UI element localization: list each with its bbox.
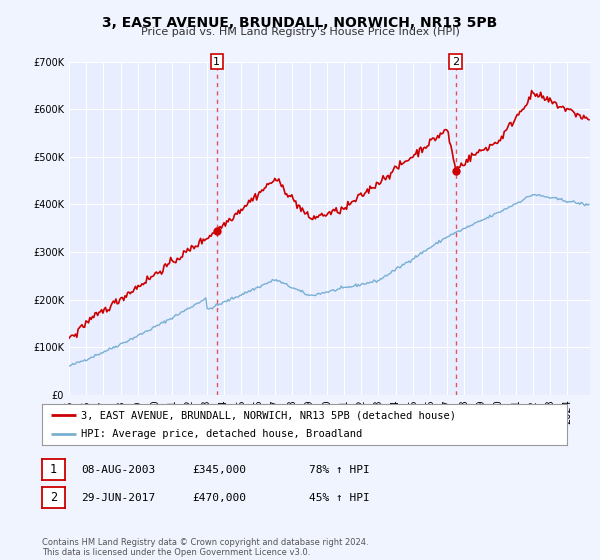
Text: 29-JUN-2017: 29-JUN-2017	[81, 493, 155, 503]
Text: 2: 2	[452, 57, 459, 67]
Text: £345,000: £345,000	[192, 465, 246, 475]
Text: 1: 1	[214, 57, 220, 67]
Text: £470,000: £470,000	[192, 493, 246, 503]
Text: 3, EAST AVENUE, BRUNDALL, NORWICH, NR13 5PB: 3, EAST AVENUE, BRUNDALL, NORWICH, NR13 …	[103, 16, 497, 30]
Text: Price paid vs. HM Land Registry's House Price Index (HPI): Price paid vs. HM Land Registry's House …	[140, 27, 460, 38]
Text: 3, EAST AVENUE, BRUNDALL, NORWICH, NR13 5PB (detached house): 3, EAST AVENUE, BRUNDALL, NORWICH, NR13 …	[82, 410, 457, 421]
Text: 78% ↑ HPI: 78% ↑ HPI	[309, 465, 370, 475]
Text: 45% ↑ HPI: 45% ↑ HPI	[309, 493, 370, 503]
Text: 2: 2	[50, 491, 57, 505]
Text: 08-AUG-2003: 08-AUG-2003	[81, 465, 155, 475]
Text: 1: 1	[50, 463, 57, 477]
Text: Contains HM Land Registry data © Crown copyright and database right 2024.
This d: Contains HM Land Registry data © Crown c…	[42, 538, 368, 557]
Text: HPI: Average price, detached house, Broadland: HPI: Average price, detached house, Broa…	[82, 429, 362, 439]
